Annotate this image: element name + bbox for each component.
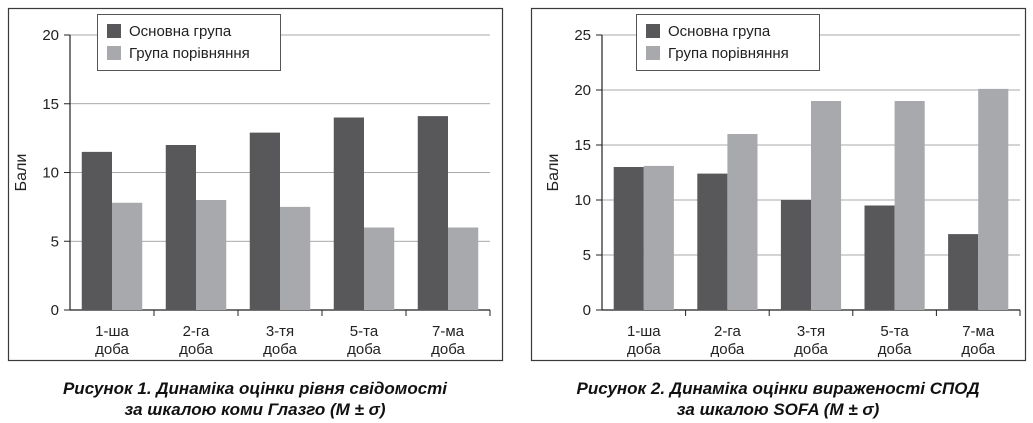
chart-2-legend-swatch-2 (646, 46, 660, 60)
chart-2-caption: Рисунок 2. Динаміка оцінки вираженості С… (523, 378, 1033, 420)
chart-1-xtick-label: доба (263, 341, 297, 358)
chart-1-bar-s2-1 (112, 203, 142, 310)
chart-1-xtick-label: 5-та (350, 323, 379, 340)
chart-1-bar-s1-3 (250, 133, 280, 310)
chart-2-xtick-label: доба (961, 341, 995, 358)
chart-1-bar-s1-5 (418, 116, 448, 310)
chart-1-bar-s1-2 (166, 145, 196, 310)
chart-1-ytick-label: 20 (42, 27, 59, 44)
chart-2-bar-s2-5 (978, 89, 1008, 310)
chart-panel-1: 0 5 10 15 20 Бали 1-ша доба 2-га доба 3-тя доба 5-та… (0, 0, 510, 423)
chart-2-bar-s1-2 (697, 174, 727, 310)
chart-2-xtick-label: 1-ша (627, 323, 661, 340)
chart-2-ytick-label: 5 (583, 247, 591, 264)
chart-2-bar-s2-2 (727, 134, 757, 310)
chart-1-bar-s2-2 (196, 200, 226, 310)
chart-2-ytick-label: 15 (574, 137, 591, 154)
chart-1-ytick-label: 5 (51, 233, 59, 250)
chart-1-legend-label-2: Група порівняння (129, 45, 250, 62)
chart-2-bar-s2-1 (644, 166, 674, 310)
chart-2-bar-s1-4 (865, 206, 895, 311)
chart-1-bar-s1-1 (82, 152, 112, 310)
chart-2-xtick-label: 3-тя (797, 323, 825, 340)
chart-1-xtick-label: доба (347, 341, 381, 358)
chart-1-bar-s1-4 (334, 118, 364, 311)
chart-1-xtick-label: доба (179, 341, 213, 358)
chart-2-xtick-label: доба (794, 341, 828, 358)
chart-2-ytick-label: 0 (583, 302, 591, 319)
chart-1-ylabel: Бали (13, 154, 30, 192)
chart-2-caption-line-1: Рисунок 2. Динаміка оцінки вираженості С… (523, 378, 1033, 399)
chart-2-xtick-label: 5-та (880, 323, 909, 340)
chart-1-ytick-label: 15 (42, 96, 59, 113)
chart-1-bar-s2-3 (280, 207, 310, 310)
chart-2-caption-line-2: за шкалою SOFA (M ± σ) (523, 399, 1033, 420)
chart-2-bar-s1-1 (614, 167, 644, 310)
chart-2-xtick-label: доба (711, 341, 745, 358)
chart-1-xtick-label: 3-тя (266, 323, 294, 340)
chart-1-xtick-label: 2-га (183, 323, 210, 340)
chart-1-xtick-label: доба (95, 341, 129, 358)
chart-1-bar-s2-5 (448, 228, 478, 311)
chart-2-xtick-label: 7-ма (962, 323, 995, 340)
chart-1-xtick-label: 1-ша (95, 323, 129, 340)
chart-2-legend-swatch-1 (646, 24, 660, 38)
chart-2-ylabel: Бали (545, 154, 562, 192)
chart-2-ytick-label: 20 (574, 82, 591, 99)
chart-2: 0510152025Бали1-шадоба2-гадоба3-тядоба5-… (523, 0, 1033, 370)
chart-1-legend-swatch-1 (107, 24, 121, 38)
chart-2-xtick-label: доба (878, 341, 912, 358)
chart-1-caption-line-2: за шкалою коми Глазго (M ± σ) (0, 399, 510, 420)
chart-2-bar-s1-3 (781, 200, 811, 310)
chart-1: 05101520Бали1-шадоба2-гадоба3-тядоба5-та… (0, 0, 510, 370)
chart-2-legend-label-1: Основна група (668, 23, 771, 40)
chart-1-legend-swatch-2 (107, 46, 121, 60)
chart-2-bar-s1-5 (948, 234, 978, 310)
chart-2-bar-s2-4 (895, 101, 925, 310)
chart-1-xtick-label: доба (431, 341, 465, 358)
chart-1-caption-line-1: Рисунок 1. Динаміка оцінки рівня свідомо… (0, 378, 510, 399)
chart-2-legend-label-2: Група порівняння (668, 45, 789, 62)
chart-1-ytick-label: 0 (51, 302, 59, 319)
chart-2-xtick-label: доба (627, 341, 661, 358)
chart-2-bar-s2-3 (811, 101, 841, 310)
chart-1-caption: Рисунок 1. Динаміка оцінки рівня свідомо… (0, 378, 510, 420)
chart-1-legend-label-1: Основна група (129, 23, 232, 40)
chart-panel-2: 0 5 10 15 20 25 Бали 1-ша доба 2-га доба 3-тя доба 5-… (523, 0, 1033, 423)
chart-1-ytick-label: 10 (42, 165, 59, 182)
chart-1-xtick-label: 7-ма (432, 323, 465, 340)
chart-2-ytick-label: 25 (574, 27, 591, 44)
chart-2-xtick-label: 2-га (714, 323, 741, 340)
chart-2-ytick-label: 10 (574, 192, 591, 209)
chart-1-bar-s2-4 (364, 228, 394, 311)
